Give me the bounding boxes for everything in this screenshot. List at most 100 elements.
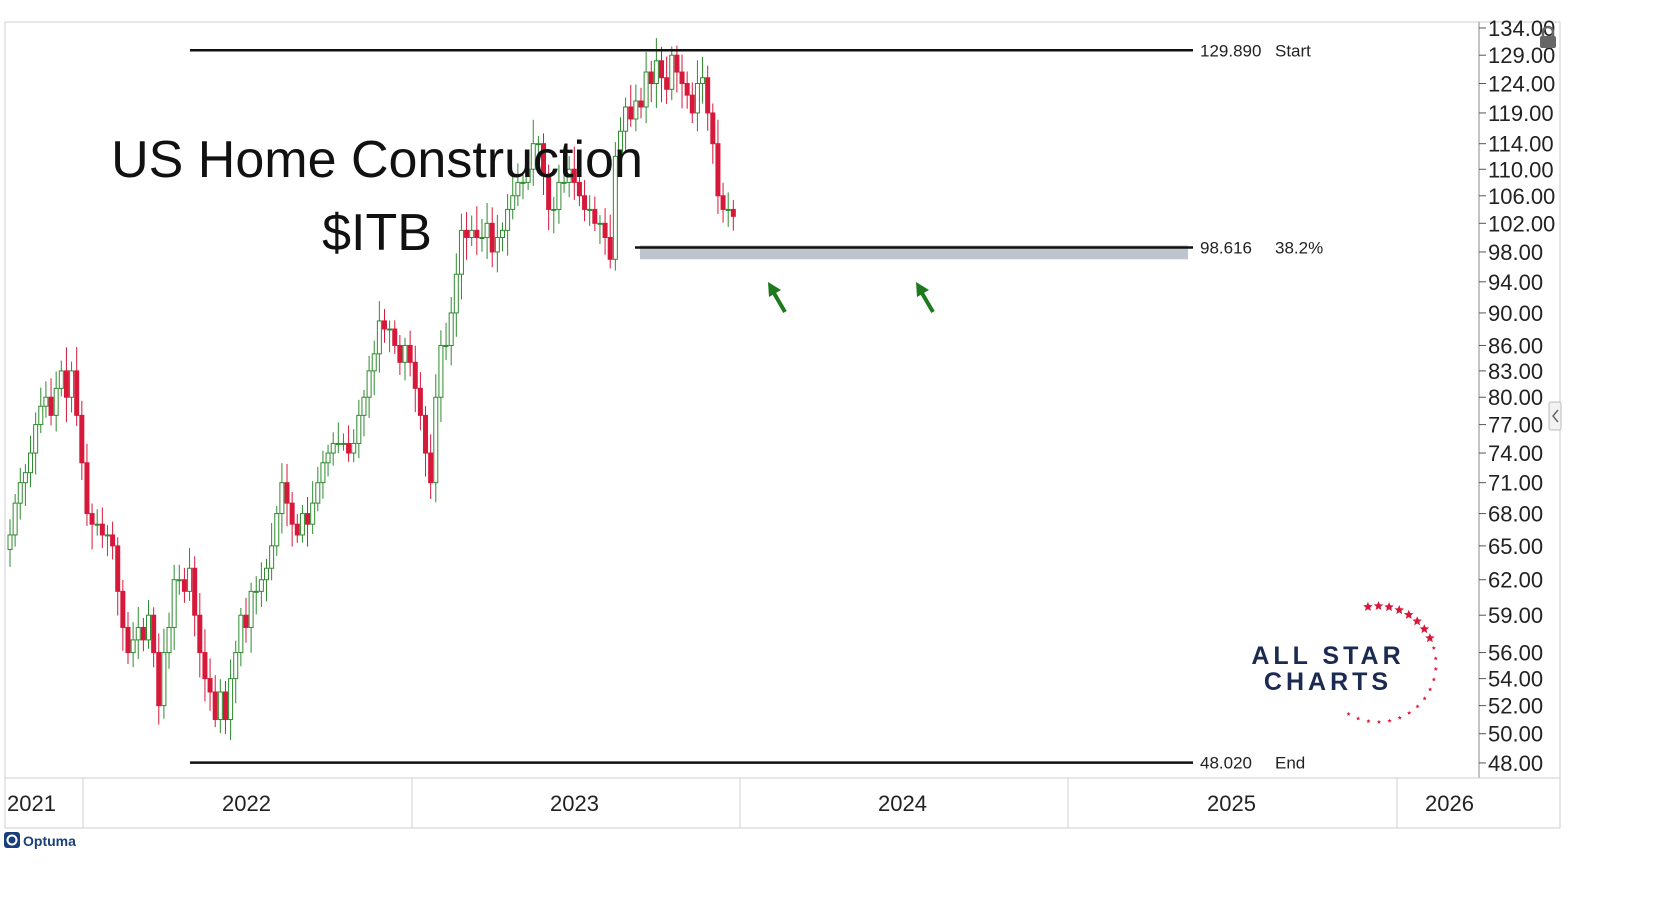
- x-tick-label: 2023: [550, 791, 599, 816]
- brand-line1: ALL STAR: [1251, 642, 1404, 670]
- candle-body: [228, 678, 234, 721]
- star-icon: [1376, 719, 1382, 724]
- candle-body: [248, 590, 254, 628]
- candle-body: [130, 639, 136, 654]
- candle-body: [679, 71, 685, 84]
- star-icon: [1407, 710, 1412, 715]
- candle-body: [120, 590, 126, 628]
- y-tick-label: 71.00: [1488, 471, 1543, 496]
- x-tick-label: 2024: [878, 791, 927, 816]
- allstarcharts-logo: ALL STAR CHARTS: [1251, 601, 1438, 724]
- candle-body: [623, 106, 629, 132]
- candle-body: [510, 195, 516, 210]
- star-icon: [1422, 696, 1427, 701]
- candle-body: [566, 168, 572, 183]
- candle-body: [612, 155, 618, 260]
- candle-body: [489, 222, 495, 253]
- candle-body: [43, 396, 49, 407]
- y-tick-label: 106.00: [1488, 184, 1555, 209]
- candle-body: [541, 143, 547, 177]
- star-icon: [1428, 687, 1433, 692]
- y-tick-label: 50.00: [1488, 722, 1543, 747]
- candle-body: [648, 71, 654, 84]
- candle-body: [115, 545, 121, 592]
- y-tick-label: 94.00: [1488, 270, 1543, 295]
- optuma-logo-icon: [4, 832, 20, 848]
- candle-body: [576, 181, 582, 197]
- candle-body: [330, 442, 336, 454]
- candle-body: [715, 143, 721, 197]
- star-ring-icon: [1346, 601, 1438, 724]
- y-tick-label: 83.00: [1488, 359, 1543, 384]
- candle-body: [689, 94, 695, 114]
- x-tick-label: 2021: [7, 791, 56, 816]
- level-value-label: 98.616: [1200, 238, 1252, 257]
- candle-body: [58, 370, 64, 389]
- candle-body: [69, 370, 75, 398]
- candle-body: [530, 143, 536, 170]
- candle-body: [238, 614, 244, 654]
- candle-body: [351, 442, 357, 454]
- y-tick-label: 65.00: [1488, 534, 1543, 559]
- y-tick-label: 102.00: [1488, 211, 1555, 236]
- candle-body: [207, 678, 213, 693]
- candle-body: [264, 567, 269, 581]
- candle-body: [659, 60, 665, 79]
- footer-label: Optuma: [23, 833, 76, 849]
- candle-body: [94, 523, 100, 526]
- candle-body: [582, 195, 588, 210]
- candle-body: [53, 387, 59, 416]
- candle-body: [407, 344, 413, 363]
- candle-body: [597, 222, 603, 225]
- candle-body: [28, 452, 34, 474]
- candle-body: [12, 502, 18, 536]
- candle-body: [438, 344, 444, 398]
- candle-body: [412, 361, 418, 389]
- candle-body: [146, 614, 152, 641]
- collapse-arrow-icon[interactable]: [1548, 401, 1562, 431]
- brand-line2: CHARTS: [1264, 668, 1392, 696]
- candle-body: [474, 229, 480, 238]
- candle-body: [700, 77, 706, 84]
- x-tick-label: 2025: [1207, 791, 1256, 816]
- star-icon: [1366, 719, 1371, 723]
- lock-icon[interactable]: [1540, 25, 1556, 48]
- chart-ticker: $ITB: [322, 204, 432, 262]
- candle-body: [684, 82, 690, 96]
- candle-body: [402, 344, 408, 363]
- chart-title: US Home Construction: [111, 131, 643, 189]
- candle-body: [192, 567, 198, 616]
- candle-body: [181, 579, 187, 592]
- candle-body: [176, 579, 182, 582]
- star-icon: [1404, 609, 1414, 619]
- candle-body: [561, 181, 567, 184]
- candle-body: [274, 513, 280, 547]
- candle-body: [556, 181, 562, 210]
- star-icon: [1433, 666, 1438, 671]
- candle-body: [253, 590, 259, 593]
- candle-body: [464, 229, 470, 238]
- star-icon: [1384, 602, 1394, 612]
- star-icon: [1397, 715, 1402, 720]
- candle-body: [607, 236, 613, 260]
- candle-body: [397, 344, 403, 363]
- candle-body: [643, 71, 649, 108]
- candle-body: [335, 442, 341, 445]
- candle-body: [443, 344, 449, 347]
- candle-body: [289, 502, 295, 525]
- candle-body: [243, 614, 249, 628]
- y-tick-label: 90.00: [1488, 301, 1543, 326]
- candle-body: [448, 312, 454, 346]
- candle-body: [694, 82, 700, 114]
- y-tick-label: 74.00: [1488, 441, 1543, 466]
- star-icon: [1373, 601, 1384, 610]
- support-zone: [640, 245, 1188, 260]
- candle-body: [33, 424, 39, 454]
- level-name-label: End: [1275, 754, 1305, 773]
- candle-body: [551, 208, 557, 211]
- candle-body: [258, 579, 264, 592]
- candle-body: [520, 181, 526, 184]
- y-tick-label: 86.00: [1488, 333, 1543, 358]
